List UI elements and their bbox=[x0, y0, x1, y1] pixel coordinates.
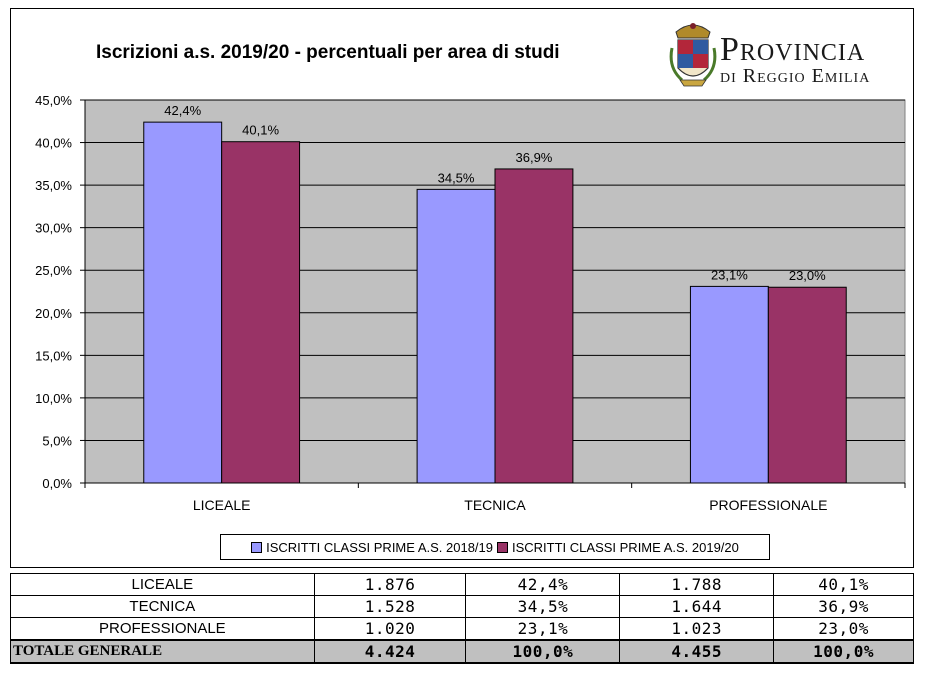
bar bbox=[416, 188, 496, 484]
cell-pct-2019-20: 23,0% bbox=[773, 617, 914, 641]
bar bbox=[689, 285, 769, 484]
chart-title: Iscrizioni a.s. 2019/20 - percentuali pe… bbox=[96, 42, 560, 63]
table-row: LICEALE 1.876 42,4% 1.788 40,1% bbox=[10, 573, 914, 596]
y-tick-label: 30,0% bbox=[35, 221, 72, 236]
total-count-2019-20: 4.455 bbox=[619, 639, 775, 664]
y-tick-label: 10,0% bbox=[35, 391, 72, 406]
data-label: 36,9% bbox=[516, 150, 553, 165]
bar bbox=[221, 141, 301, 484]
row-label: PROFESSIONALE bbox=[10, 617, 315, 641]
total-label: TOTALE GENERALE bbox=[10, 639, 315, 664]
x-tick-label: TECNICA bbox=[464, 497, 526, 513]
cell-count-2019-20: 1.644 bbox=[619, 595, 775, 618]
table-row: PROFESSIONALE 1.020 23,1% 1.023 23,0% bbox=[10, 617, 914, 641]
cell-pct-2019-20: 40,1% bbox=[773, 573, 914, 596]
bar bbox=[143, 121, 223, 484]
total-pct-2019-20: 100,0% bbox=[773, 639, 914, 664]
cell-count-2019-20: 1.023 bbox=[619, 617, 775, 641]
x-tick-label: LICEALE bbox=[193, 497, 251, 513]
legend-swatch-2018-19 bbox=[251, 541, 263, 553]
y-tick-label: 5,0% bbox=[42, 433, 72, 448]
legend-item-2018-19: ISCRITTI CLASSI PRIME A.S. 2018/19 bbox=[251, 540, 493, 555]
legend-item-2019-20: ISCRITTI CLASSI PRIME A.S. 2019/20 bbox=[497, 540, 739, 555]
y-tick-label: 20,0% bbox=[35, 306, 72, 321]
cell-count-2019-20: 1.788 bbox=[619, 573, 775, 596]
chart-legend: ISCRITTI CLASSI PRIME A.S. 2018/19 ISCRI… bbox=[220, 534, 770, 560]
cell-pct-2018-19: 34,5% bbox=[465, 595, 621, 618]
legend-swatch-2019-20 bbox=[497, 541, 508, 553]
data-label: 42,4% bbox=[164, 103, 201, 118]
y-tick-label: 40,0% bbox=[35, 136, 72, 151]
province-logo bbox=[668, 18, 904, 90]
logo-text-provincia: Provincia bbox=[720, 31, 866, 68]
cell-count-2018-19: 1.876 bbox=[313, 573, 467, 596]
y-tick-label: 35,0% bbox=[35, 178, 72, 193]
x-tick-label: PROFESSIONALE bbox=[709, 497, 827, 513]
coat-of-arms-icon bbox=[669, 23, 717, 87]
bar bbox=[494, 168, 574, 484]
data-label: 23,0% bbox=[789, 268, 826, 283]
bar bbox=[767, 286, 847, 484]
cell-pct-2018-19: 42,4% bbox=[465, 573, 621, 596]
data-label: 40,1% bbox=[242, 123, 279, 138]
data-label: 23,1% bbox=[711, 267, 748, 282]
cell-count-2018-19: 1.020 bbox=[313, 617, 467, 641]
row-label: LICEALE bbox=[10, 573, 315, 596]
data-label: 34,5% bbox=[438, 170, 475, 185]
y-tick-label: 45,0% bbox=[35, 93, 72, 108]
total-pct-2018-19: 100,0% bbox=[465, 639, 621, 664]
table-total-row: TOTALE GENERALE 4.424 100,0% 4.455 100,0… bbox=[10, 639, 914, 664]
data-table: LICEALE 1.876 42,4% 1.788 40,1% TECNICA … bbox=[10, 573, 914, 664]
logo-text-reggio-emilia: di Reggio Emilia bbox=[720, 65, 871, 87]
y-tick-label: 15,0% bbox=[35, 348, 72, 363]
total-count-2018-19: 4.424 bbox=[313, 639, 467, 664]
cell-pct-2019-20: 36,9% bbox=[773, 595, 914, 618]
row-label: TECNICA bbox=[10, 595, 315, 618]
y-tick-label: 25,0% bbox=[35, 263, 72, 278]
legend-label-2019-20: ISCRITTI CLASSI PRIME A.S. 2019/20 bbox=[512, 539, 739, 555]
cell-pct-2018-19: 23,1% bbox=[465, 617, 621, 641]
y-tick-label: 0,0% bbox=[42, 476, 72, 491]
cell-count-2018-19: 1.528 bbox=[313, 595, 467, 618]
legend-label-2018-19: ISCRITTI CLASSI PRIME A.S. 2018/19 bbox=[266, 539, 493, 555]
table-row: TECNICA 1.528 34,5% 1.644 36,9% bbox=[10, 595, 914, 618]
